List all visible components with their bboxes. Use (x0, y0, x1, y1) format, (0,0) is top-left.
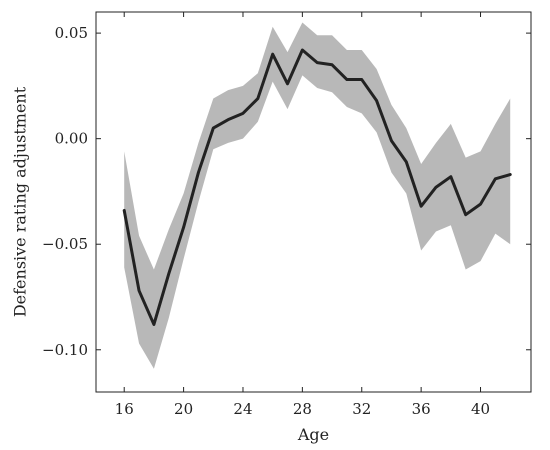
y-axis-title: Defensive rating adjustment (11, 86, 30, 317)
x-tick-label: 36 (412, 400, 431, 418)
y-tick-label: 0.00 (55, 130, 88, 148)
y-tick-label: −0.10 (42, 341, 88, 359)
x-tick-label: 32 (352, 400, 371, 418)
x-tick-label: 16 (115, 400, 134, 418)
tick-layer: 16 20 24 28 32 36 40 0.05 0.00 −0.05 −0.10 (42, 12, 531, 418)
y-tick-label: 0.05 (55, 24, 88, 42)
plot-frame (95, 11, 532, 393)
x-axis-title: Age (297, 425, 329, 444)
confidence-band-layer (124, 22, 511, 369)
x-tick-label: 28 (293, 400, 312, 418)
series-line (122, 48, 512, 326)
x-tick-label: 20 (174, 400, 193, 418)
x-tick-label: 24 (233, 400, 252, 418)
confidence-band (124, 22, 511, 369)
y-tick-label: −0.05 (42, 235, 88, 253)
x-tick-label: 40 (471, 400, 490, 418)
line-layer (122, 48, 512, 326)
